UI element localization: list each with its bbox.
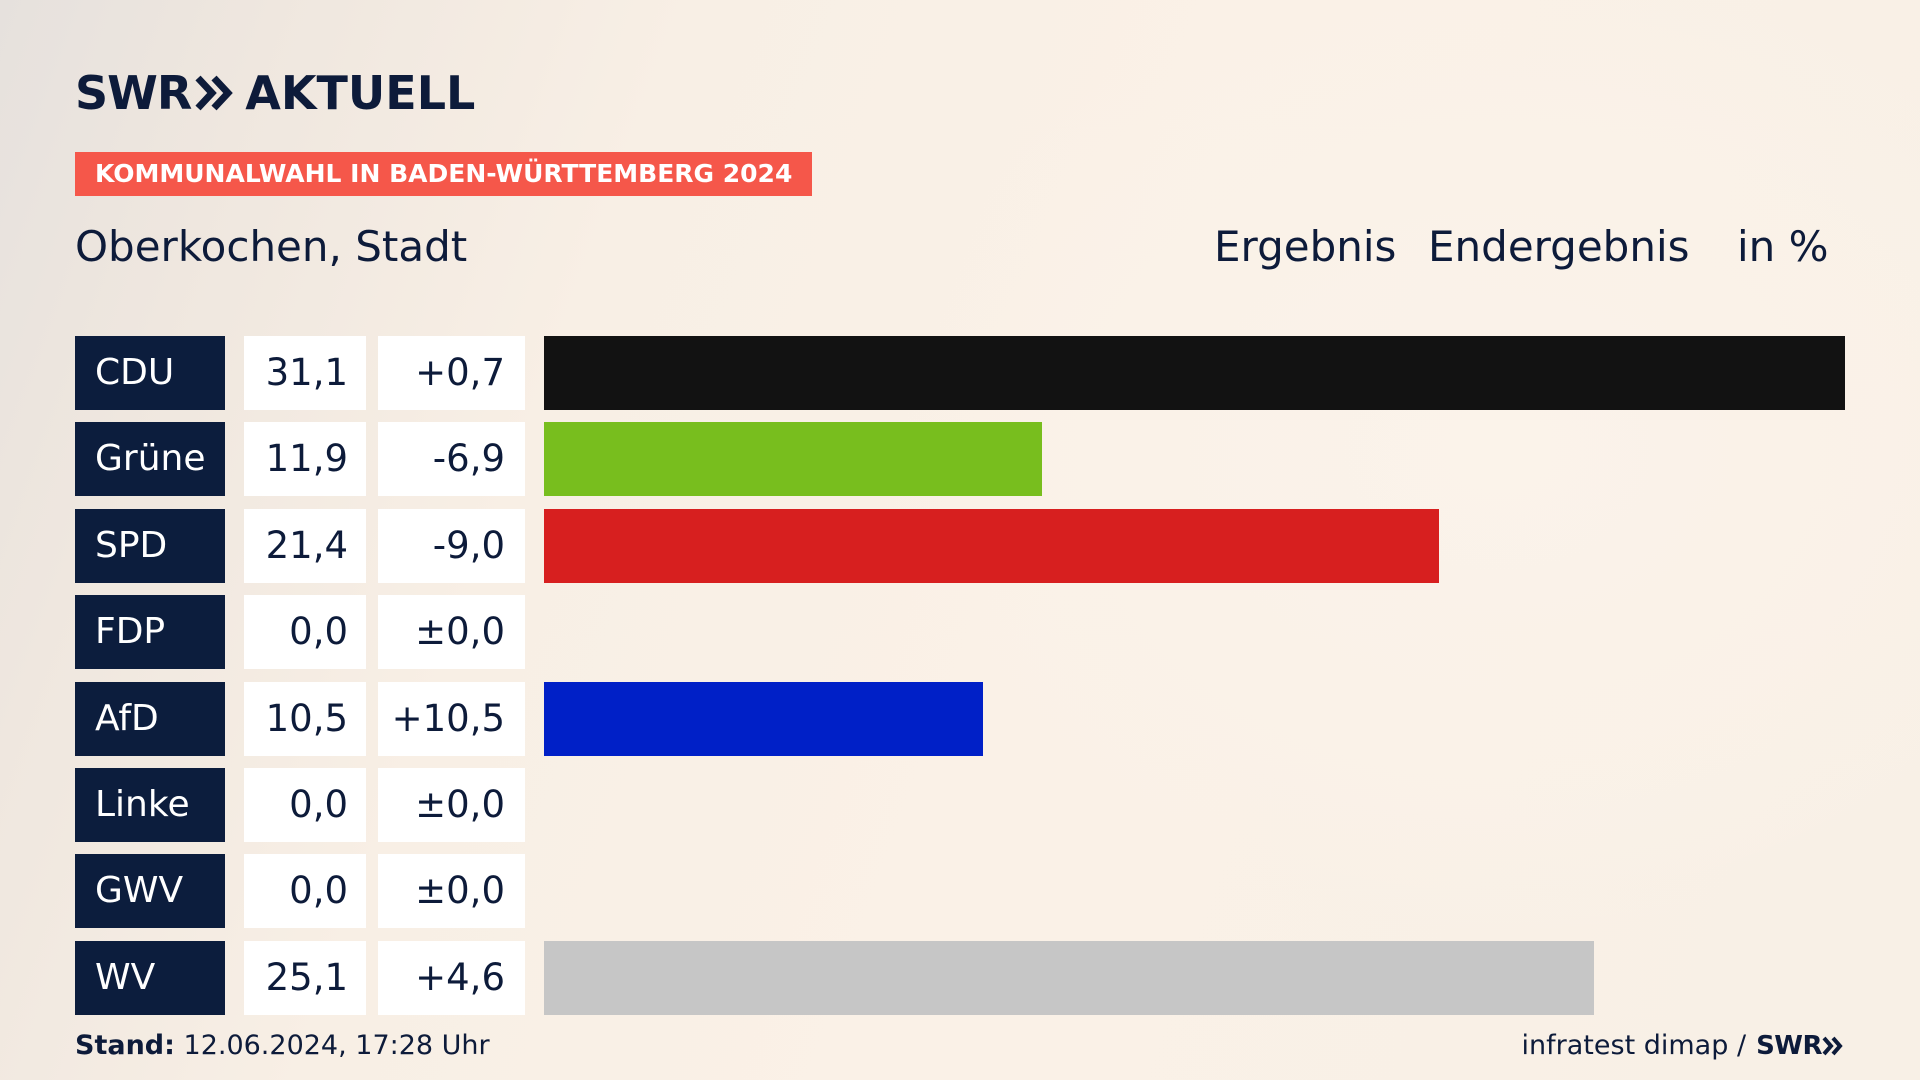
source-logo-swr: SWR	[1756, 1030, 1822, 1061]
column-header-result: Ergebnis	[1214, 222, 1397, 271]
change-value: -9,0	[378, 509, 525, 583]
party-label: SPD	[75, 509, 225, 583]
stand-label: Stand:	[75, 1030, 175, 1061]
column-header-unit: in %	[1737, 222, 1829, 271]
result-value: 25,1	[244, 941, 366, 1015]
table-row: GWV 0,0 ±0,0	[0, 854, 1920, 928]
logo-aktuell-text: AKTUELL	[245, 66, 476, 120]
result-value: 0,0	[244, 854, 366, 928]
result-bar	[544, 509, 1439, 583]
source-credit: infratest dimap / SWR	[1522, 1030, 1844, 1061]
result-bar	[544, 941, 1594, 1015]
party-label: Linke	[75, 768, 225, 842]
table-row: AfD 10,5 +10,5	[0, 682, 1920, 756]
party-label: WV	[75, 941, 225, 1015]
change-value: -6,9	[378, 422, 525, 496]
double-chevron-icon	[195, 75, 234, 111]
result-value: 0,0	[244, 768, 366, 842]
change-value: ±0,0	[378, 768, 525, 842]
election-banner: KOMMUNALWAHL IN BADEN-WÜRTTEMBERG 2024	[75, 152, 813, 196]
table-row: SPD 21,4 -9,0	[0, 509, 1920, 583]
result-value: 0,0	[244, 595, 366, 669]
result-value: 31,1	[244, 336, 366, 410]
result-bar	[544, 682, 983, 756]
change-value: +4,6	[378, 941, 525, 1015]
result-value: 21,4	[244, 509, 366, 583]
result-bar	[544, 336, 1845, 410]
party-label: AfD	[75, 682, 225, 756]
change-value: +0,7	[378, 336, 525, 410]
result-value: 10,5	[244, 682, 366, 756]
swr-aktuell-logo: SWR AKTUELL	[75, 66, 476, 120]
table-row: CDU 31,1 +0,7	[0, 336, 1920, 410]
table-row: Linke 0,0 ±0,0	[0, 768, 1920, 842]
party-label: CDU	[75, 336, 225, 410]
party-label: FDP	[75, 595, 225, 669]
change-value: ±0,0	[378, 854, 525, 928]
timestamp: Stand: 12.06.2024, 17:28 Uhr	[75, 1030, 490, 1061]
change-value: +10,5	[378, 682, 525, 756]
change-value: ±0,0	[378, 595, 525, 669]
logo-swr-text: SWR	[75, 66, 192, 120]
source-text: infratest dimap /	[1521, 1030, 1747, 1061]
region-title: Oberkochen, Stadt	[75, 222, 468, 271]
stand-value: 12.06.2024, 17:28 Uhr	[183, 1030, 490, 1061]
result-value: 11,9	[244, 422, 366, 496]
small-double-chevron-icon	[1822, 1036, 1843, 1055]
party-label: GWV	[75, 854, 225, 928]
column-header-status: Endergebnis	[1428, 222, 1690, 271]
party-label: Grüne	[75, 422, 225, 496]
result-bar	[544, 422, 1042, 496]
table-row: WV 25,1 +4,6	[0, 941, 1920, 1015]
table-row: Grüne 11,9 -6,9	[0, 422, 1920, 496]
table-row: FDP 0,0 ±0,0	[0, 595, 1920, 669]
